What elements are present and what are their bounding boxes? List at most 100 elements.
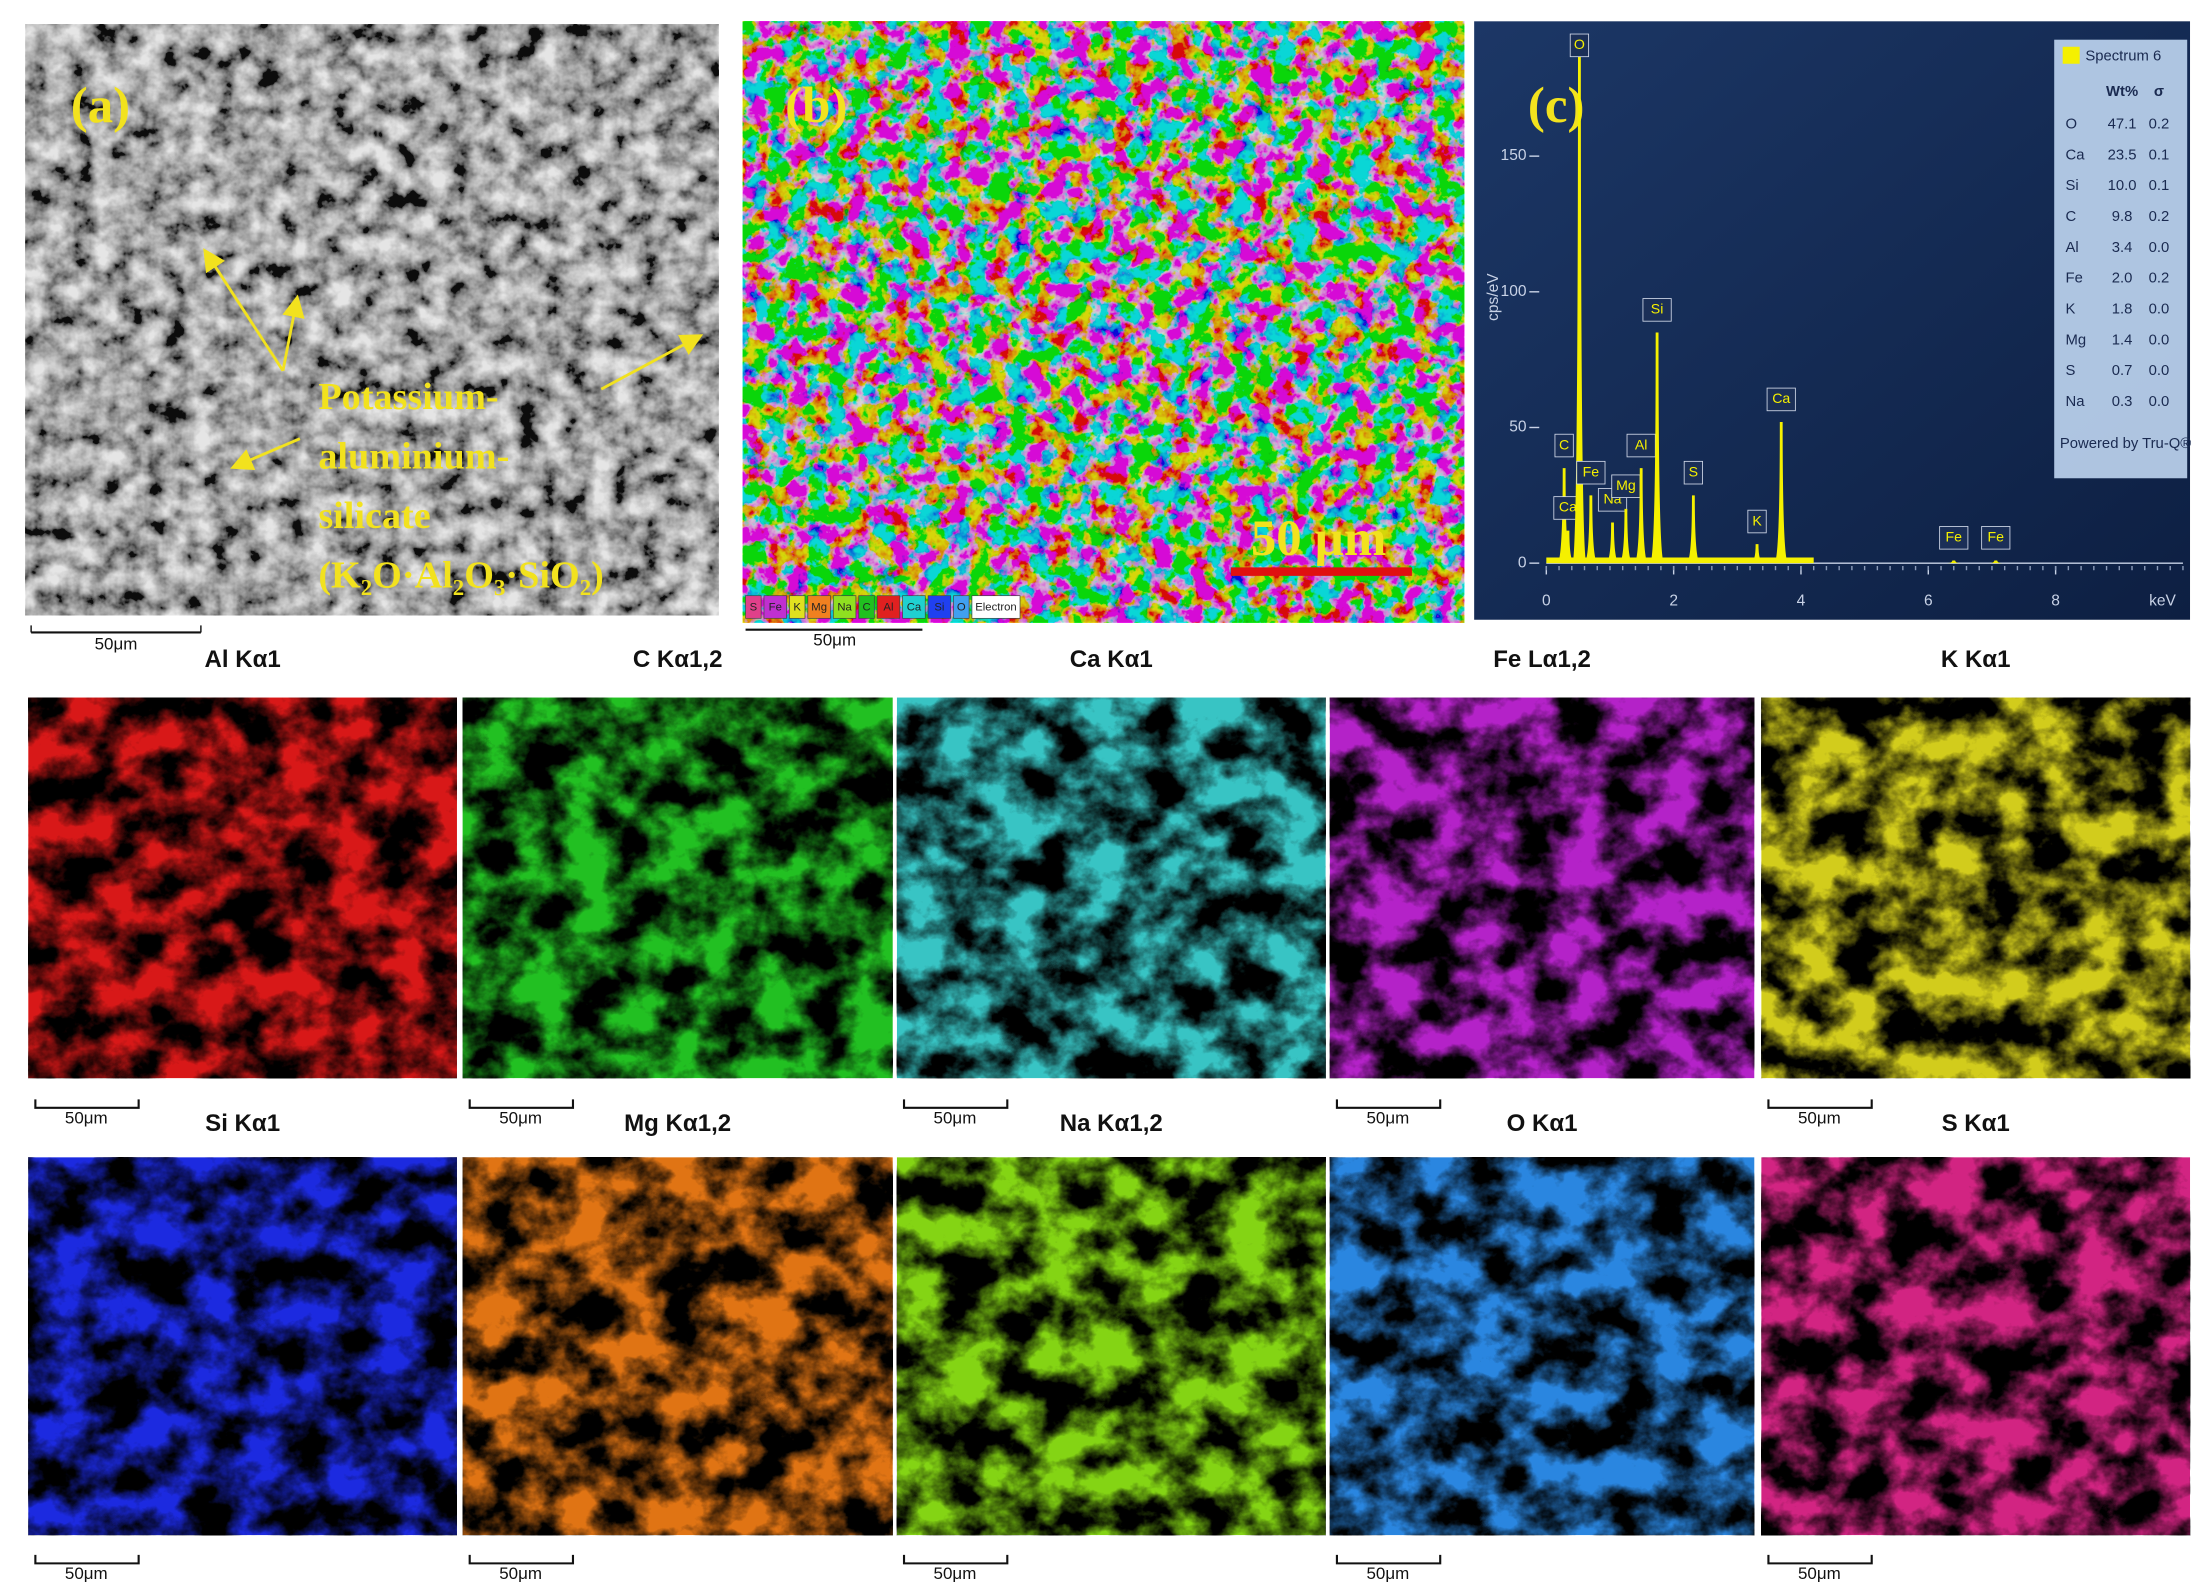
y-tick-label: 100 (1501, 283, 1527, 300)
scale-label: 50μm (813, 630, 856, 649)
peak (1946, 560, 1961, 564)
peak-label: Mg (1616, 477, 1636, 493)
legend-label: S (750, 602, 758, 614)
scale-label: 50μm (1366, 1109, 1409, 1128)
x-tick-label: 8 (2051, 592, 2060, 609)
y-axis-label: cps/eV (1485, 273, 1502, 321)
peak (1634, 468, 1649, 564)
table-cell: 0.0 (2149, 363, 2170, 379)
scale-label: 50μm (934, 1564, 977, 1583)
legend-swatch (927, 595, 952, 619)
legend-swatch (745, 595, 762, 619)
scale-bar (34, 1554, 140, 1565)
table-cell: Ca (2066, 147, 2086, 163)
scale-label: 50μm (499, 1109, 542, 1128)
peak-label: O (1574, 36, 1585, 52)
x-tick-label: 4 (1797, 592, 1806, 609)
map-title: C Kα1,2 (633, 646, 723, 673)
table-cell: 1.4 (2112, 332, 2133, 348)
peak-label-box (1642, 298, 1672, 322)
map-texture (1329, 1157, 1755, 1536)
x-tick-label: 6 (1924, 592, 1933, 609)
panel-c: (c) cps/eV keV 0 50 100 150 0 2 4 6 8 C Ca O Fe Na Mg A… (1474, 21, 2191, 620)
peak-label: Al (1635, 436, 1648, 452)
peak (1560, 530, 1576, 564)
table-header: Wt% (2106, 84, 2138, 100)
scale-label: 50 µm (1251, 511, 1386, 567)
y-tick-label: 0 (1518, 554, 1527, 571)
scale-label: 50μm (934, 1109, 977, 1128)
peak (1583, 495, 1598, 564)
table-cell: 9.8 (2112, 209, 2133, 225)
peak (1686, 495, 1701, 564)
panel-label: (a) (71, 78, 130, 134)
scale-label: 50μm (499, 1564, 542, 1583)
background-continuum (1546, 557, 1814, 564)
peak-label: Ca (1559, 499, 1577, 515)
scale-bar (902, 1554, 1009, 1565)
peak-label: Ca (1772, 390, 1790, 406)
scale-label: 50μm (65, 1564, 108, 1583)
map-texture (742, 21, 1465, 623)
peak (1650, 332, 1665, 564)
map-title: Al Kα1 (204, 646, 280, 673)
map-title: Mg Kα1,2 (624, 1110, 731, 1137)
table-cell: 3.4 (2112, 240, 2133, 256)
scale-bar (1767, 1554, 1873, 1565)
scale-bar (1335, 1554, 1442, 1565)
table-cell: O (2066, 117, 2078, 133)
scale-bar (468, 1099, 575, 1109)
table-cell: Si (2066, 178, 2079, 194)
table-cell: Na (2066, 394, 2086, 410)
legend-swatch (763, 595, 787, 619)
map-texture (28, 1157, 457, 1536)
table-cell: C (2066, 209, 2077, 225)
peak-label-box (1766, 387, 1796, 412)
panel-label: (b) (785, 78, 847, 134)
map-texture (1761, 1157, 2191, 1536)
scale-label: 50μm (1798, 1109, 1841, 1128)
legend-swatch (789, 595, 806, 619)
table-cell: Al (2066, 240, 2079, 256)
map-title: Ca Kα1 (1070, 646, 1153, 673)
peak-label: C (1559, 436, 1569, 452)
peak (1988, 560, 2003, 564)
y-tick-label: 50 (1509, 419, 1527, 436)
legend-label: O (957, 602, 966, 614)
legend-swatch (971, 595, 1021, 619)
annotation: silicate (318, 495, 430, 537)
panel-b: (b) 50 µm S Fe K Mg Na C Al Ca Si O Electron 50μm (742, 21, 1465, 649)
table-cell: 0.0 (2149, 394, 2170, 410)
panel-label: (c) (1528, 78, 1585, 134)
table-cell: K (2066, 302, 2076, 318)
legend-label: Mg (811, 602, 827, 614)
table-cell: 0.2 (2149, 209, 2170, 225)
peak-label-box (1747, 509, 1767, 534)
scale-bar (1335, 1099, 1442, 1109)
panel-a: (a) Potassium-aluminium-silicate (K₂O·Al₂… (25, 24, 719, 654)
scale-bar (34, 1099, 140, 1109)
peak (1605, 522, 1620, 564)
peak-label: Fe (1583, 463, 1600, 479)
x-tick-label: 2 (1669, 592, 1678, 609)
map-texture (896, 697, 1326, 1079)
map-title: S Kα1 (1942, 1110, 2010, 1137)
legend-label: Fe (769, 602, 782, 614)
legend-swatch (953, 595, 970, 619)
table-cell: 2.0 (2112, 271, 2133, 287)
peak (1618, 508, 1633, 564)
scale-label: 50μm (65, 1109, 108, 1128)
peak-label-box (1554, 433, 1574, 458)
peak-label: Fe (1988, 529, 2005, 545)
annotation: aluminium- (318, 436, 509, 478)
table-cell: 10.0 (2108, 178, 2137, 194)
map-texture (1329, 697, 1755, 1079)
map-texture (462, 697, 893, 1079)
table-cell: 0.0 (2149, 240, 2170, 256)
legend-swatch (832, 595, 857, 619)
table-cell: 0.3 (2112, 394, 2133, 410)
result-table (2054, 39, 2188, 479)
scale-label: 50μm (1366, 1564, 1409, 1583)
peak (1749, 544, 1765, 564)
legend-label: Al (883, 602, 893, 614)
